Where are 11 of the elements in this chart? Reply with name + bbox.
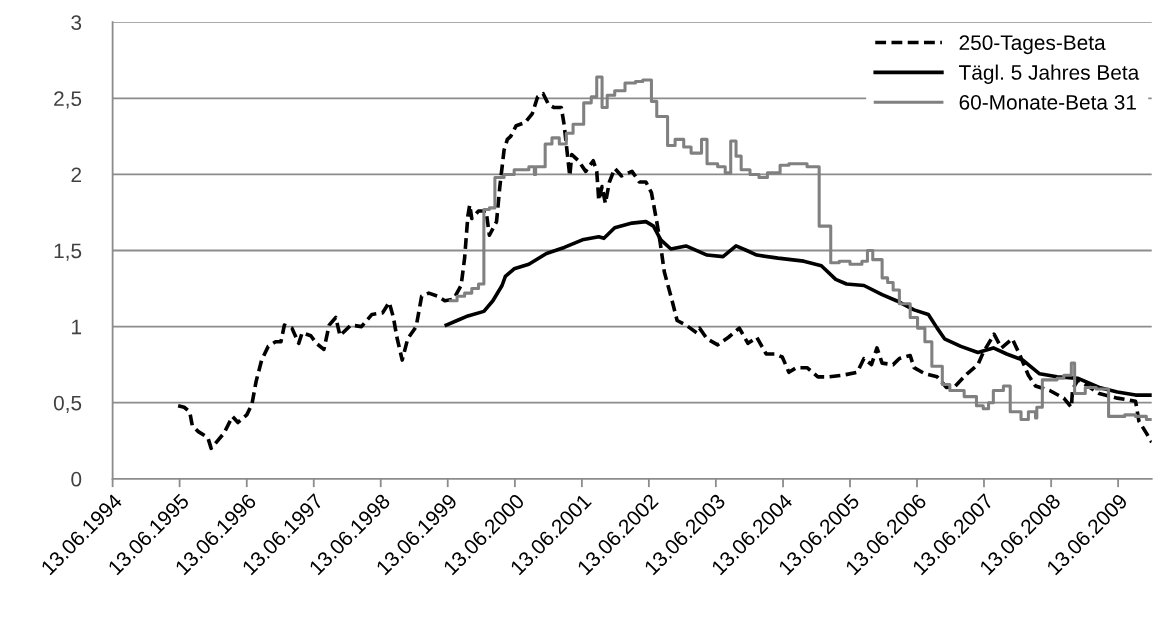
- legend-label: Tägl. 5 Jahres Beta: [959, 64, 1140, 84]
- y-tick-label: 0,5: [53, 395, 82, 413]
- y-tick-label: 2: [71, 167, 82, 182]
- y-tick-label: 1: [72, 319, 82, 335]
- legend-label: 60-Monate-Beta 31: [959, 94, 1136, 110]
- y-tick-label: 0: [71, 471, 82, 487]
- y-tick-label: 3: [71, 15, 82, 30]
- y-tick-label: 1,5: [54, 243, 82, 261]
- legend-label: 250-Tages-Beta: [959, 35, 1106, 55]
- y-tick-label: 2,5: [54, 91, 82, 109]
- line-series: [176, 91, 1152, 451]
